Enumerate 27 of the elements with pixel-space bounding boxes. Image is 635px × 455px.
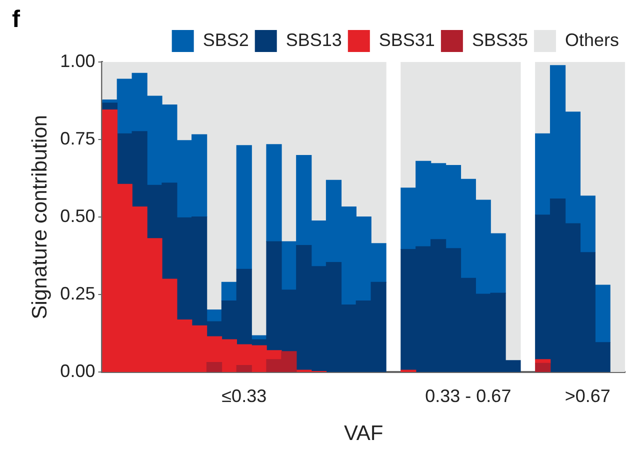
y-tick-label: 0.75 (60, 128, 96, 149)
legend-label: SBS2 (202, 30, 249, 50)
x-axis-title: VAF (344, 422, 384, 446)
x-tick-label: ≤0.33 (222, 386, 267, 406)
bar (535, 362, 551, 372)
bar (221, 282, 237, 302)
x-tick-label: 0.33 - 0.67 (425, 386, 512, 406)
y-tick-label: 0.00 (60, 361, 96, 382)
y-axis-title: Signature contribution (28, 114, 52, 320)
bar (236, 145, 252, 270)
legend-label: SBS13 (286, 30, 342, 50)
legend-label: SBS35 (472, 30, 528, 50)
x-tick-label: >0.67 (564, 386, 610, 406)
y-tick-label: 0.50 (60, 206, 96, 226)
bar (594, 284, 610, 343)
bar (400, 370, 416, 372)
bar (535, 359, 551, 364)
chart-title: f (12, 6, 20, 34)
legend-label: SBS31 (378, 30, 435, 50)
bar (206, 310, 222, 322)
bar (266, 144, 282, 242)
bar (102, 102, 118, 110)
bar (236, 365, 252, 372)
y-tick-label: 0.25 (60, 284, 96, 304)
bar (206, 362, 222, 372)
legend-label: Others (564, 30, 620, 50)
y-tick-label: 1.00 (60, 50, 96, 71)
